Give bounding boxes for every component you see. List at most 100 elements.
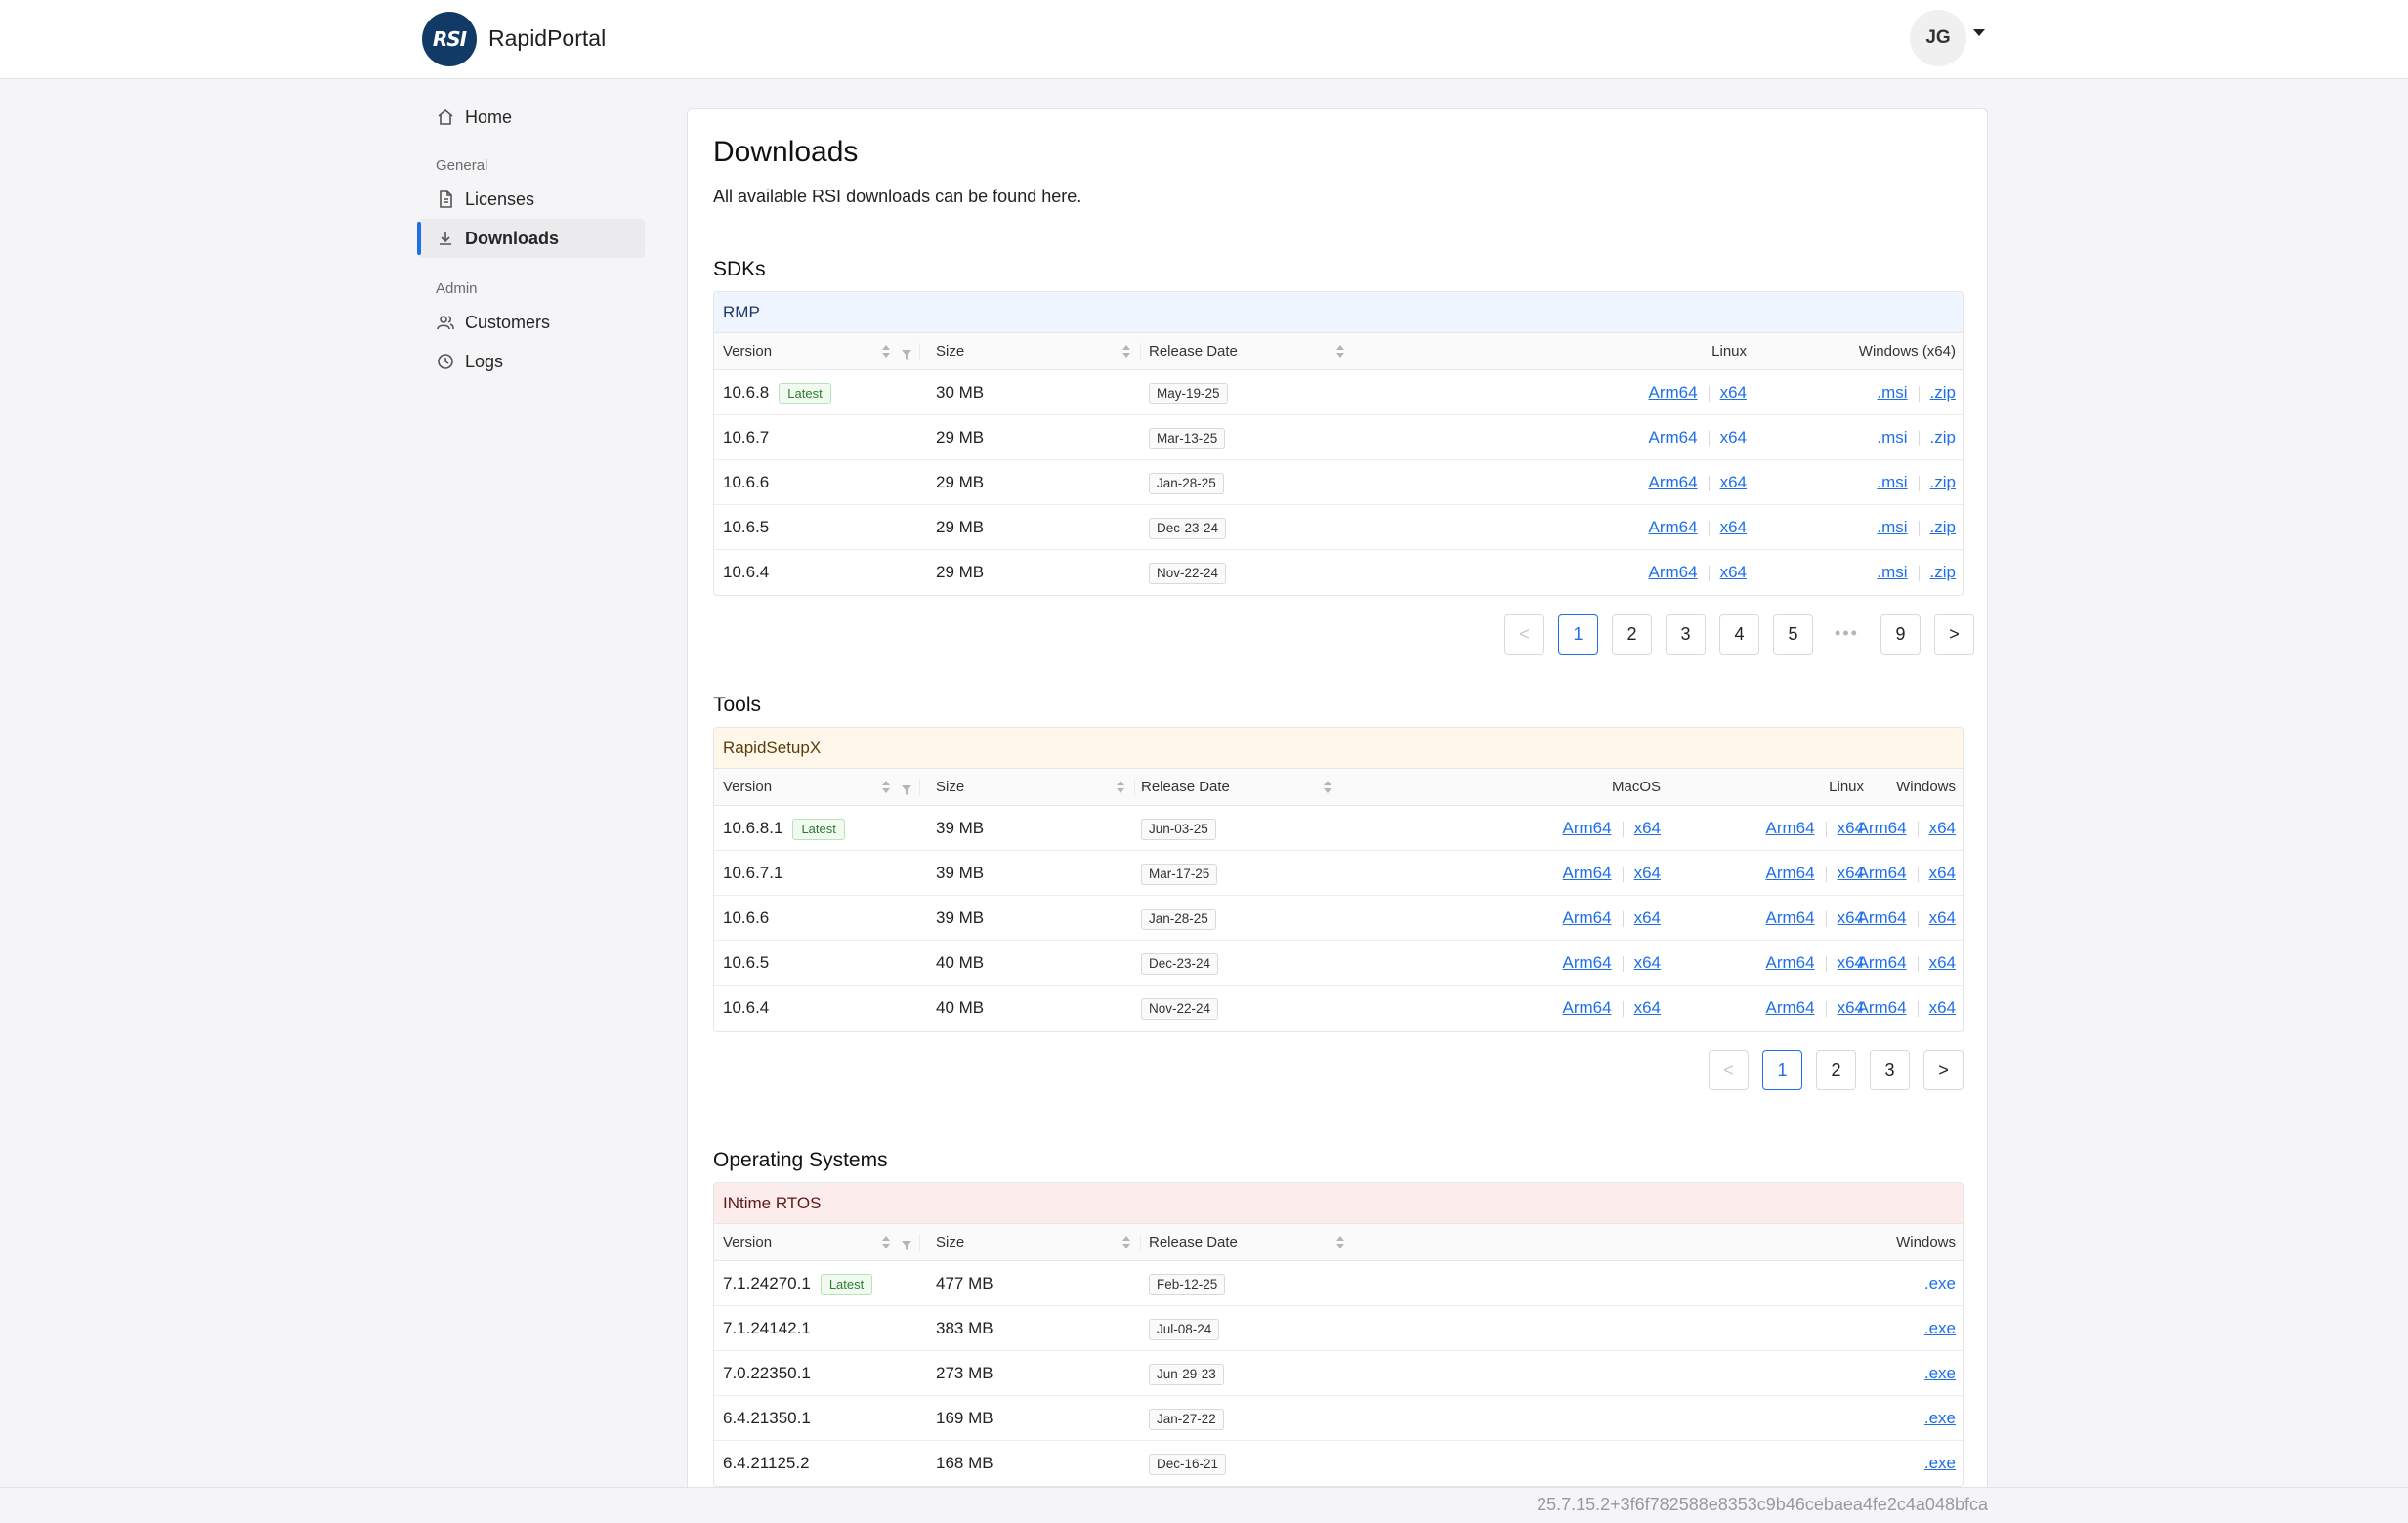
download-linux-x64-link[interactable]: x64: [1837, 998, 1864, 1017]
download-macos-x64-link[interactable]: x64: [1633, 998, 1661, 1017]
sort-icon[interactable]: [1336, 345, 1344, 359]
download-msi-link[interactable]: .msi: [1877, 428, 1908, 446]
col-size[interactable]: Size: [936, 1234, 965, 1250]
download-linux-x64-link[interactable]: x64: [1719, 383, 1747, 402]
download-zip-link[interactable]: .zip: [1929, 518, 1956, 536]
download-linux-x64-link[interactable]: x64: [1837, 864, 1864, 882]
download-linux-x64-link[interactable]: x64: [1719, 473, 1747, 491]
col-version[interactable]: Version: [723, 343, 773, 360]
download-exe-link[interactable]: .exe: [1923, 1274, 1956, 1292]
download-zip-link[interactable]: .zip: [1929, 563, 1956, 581]
user-avatar[interactable]: JG: [1910, 10, 1966, 66]
sort-icon[interactable]: [1122, 345, 1130, 359]
sort-icon[interactable]: [1122, 1236, 1130, 1249]
download-windows-x64-link[interactable]: x64: [1928, 864, 1956, 882]
download-exe-link[interactable]: .exe: [1923, 1319, 1956, 1337]
sidebar-item-label: Customers: [465, 312, 551, 332]
col-release-date[interactable]: Release Date: [1149, 1234, 1238, 1250]
download-linux-x64-link[interactable]: x64: [1837, 819, 1864, 837]
download-linux-arm64-link[interactable]: Arm64: [1765, 864, 1815, 882]
sort-icon[interactable]: [882, 345, 890, 359]
filter-icon[interactable]: [902, 783, 911, 795]
col-version[interactable]: Version: [723, 1234, 773, 1250]
download-msi-link[interactable]: .msi: [1877, 518, 1908, 536]
download-msi-link[interactable]: .msi: [1877, 383, 1908, 402]
download-linux-arm64-link[interactable]: Arm64: [1765, 819, 1815, 837]
pagination-ellipsis[interactable]: •••: [1835, 623, 1859, 643]
download-linux-arm64-link[interactable]: Arm64: [1648, 428, 1698, 446]
download-linux-x64-link[interactable]: x64: [1719, 563, 1747, 581]
download-zip-link[interactable]: .zip: [1929, 383, 1956, 402]
filter-icon[interactable]: [902, 347, 911, 360]
col-release-date[interactable]: Release Date: [1141, 779, 1230, 795]
pagination-page-button[interactable]: 4: [1719, 614, 1759, 655]
download-linux-arm64-link[interactable]: Arm64: [1648, 473, 1698, 491]
download-linux-arm64-link[interactable]: Arm64: [1765, 998, 1815, 1017]
download-windows-arm64-link[interactable]: Arm64: [1857, 909, 1907, 927]
download-windows-x64-link[interactable]: x64: [1928, 953, 1956, 972]
sidebar-item-customers[interactable]: Customers: [418, 303, 645, 342]
download-macos-arm64-link[interactable]: Arm64: [1562, 864, 1612, 882]
download-linux-x64-link[interactable]: x64: [1837, 909, 1864, 927]
download-msi-link[interactable]: .msi: [1877, 473, 1908, 491]
download-linux-arm64-link[interactable]: Arm64: [1648, 383, 1698, 402]
pagination-page-button[interactable]: 1: [1762, 1050, 1802, 1090]
download-macos-arm64-link[interactable]: Arm64: [1562, 998, 1612, 1017]
download-linux-x64-link[interactable]: x64: [1837, 953, 1864, 972]
date-tag: Jul-08-24: [1149, 1318, 1220, 1340]
download-windows-x64-link[interactable]: x64: [1928, 998, 1956, 1017]
download-macos-x64-link[interactable]: x64: [1633, 819, 1661, 837]
pagination-prev-button[interactable]: <: [1709, 1050, 1749, 1090]
download-macos-x64-link[interactable]: x64: [1633, 953, 1661, 972]
pagination-next-button[interactable]: >: [1923, 1050, 1964, 1090]
download-linux-arm64-link[interactable]: Arm64: [1765, 909, 1815, 927]
sidebar-item-downloads[interactable]: Downloads: [417, 219, 645, 258]
download-exe-link[interactable]: .exe: [1923, 1454, 1956, 1472]
download-windows-arm64-link[interactable]: Arm64: [1857, 864, 1907, 882]
download-linux-x64-link[interactable]: x64: [1719, 518, 1747, 536]
download-exe-link[interactable]: .exe: [1923, 1409, 1956, 1427]
download-linux-arm64-link[interactable]: Arm64: [1648, 563, 1698, 581]
sort-icon[interactable]: [1117, 781, 1124, 794]
col-version[interactable]: Version: [723, 779, 773, 795]
pagination-page-button[interactable]: 5: [1773, 614, 1813, 655]
pagination-page-button[interactable]: 2: [1612, 614, 1652, 655]
download-linux-arm64-link[interactable]: Arm64: [1765, 953, 1815, 972]
pagination-page-button[interactable]: 1: [1558, 614, 1598, 655]
download-macos-arm64-link[interactable]: Arm64: [1562, 909, 1612, 927]
col-release-date[interactable]: Release Date: [1149, 343, 1238, 360]
download-macos-arm64-link[interactable]: Arm64: [1562, 819, 1612, 837]
sidebar-item-licenses[interactable]: Licenses: [418, 180, 645, 219]
download-windows-arm64-link[interactable]: Arm64: [1857, 998, 1907, 1017]
col-size[interactable]: Size: [936, 779, 965, 795]
download-msi-link[interactable]: .msi: [1877, 563, 1908, 581]
download-zip-link[interactable]: .zip: [1929, 428, 1956, 446]
download-windows-x64-link[interactable]: x64: [1928, 819, 1956, 837]
download-windows-arm64-link[interactable]: Arm64: [1857, 953, 1907, 972]
download-macos-arm64-link[interactable]: Arm64: [1562, 953, 1612, 972]
download-windows-arm64-link[interactable]: Arm64: [1857, 819, 1907, 837]
pagination-next-button[interactable]: >: [1934, 614, 1974, 655]
pagination-page-button[interactable]: 2: [1816, 1050, 1856, 1090]
sidebar-item-logs[interactable]: Logs: [418, 342, 645, 381]
download-macos-x64-link[interactable]: x64: [1633, 909, 1661, 927]
download-windows-x64-link[interactable]: x64: [1928, 909, 1956, 927]
download-linux-x64-link[interactable]: x64: [1719, 428, 1747, 446]
pagination-page-button[interactable]: 3: [1870, 1050, 1910, 1090]
sort-icon[interactable]: [1324, 781, 1331, 794]
sidebar-item-home[interactable]: Home: [418, 98, 645, 137]
col-size[interactable]: Size: [936, 343, 965, 360]
download-linux-arm64-link[interactable]: Arm64: [1648, 518, 1698, 536]
sort-icon[interactable]: [882, 1236, 890, 1249]
rsi-logo[interactable]: RSI: [422, 12, 477, 66]
download-exe-link[interactable]: .exe: [1923, 1364, 1956, 1382]
sort-icon[interactable]: [882, 781, 890, 794]
caret-down-icon[interactable]: [1973, 29, 1985, 36]
download-macos-x64-link[interactable]: x64: [1633, 864, 1661, 882]
sort-icon[interactable]: [1336, 1236, 1344, 1249]
filter-icon[interactable]: [902, 1238, 911, 1250]
pagination-prev-button[interactable]: <: [1504, 614, 1544, 655]
pagination-page-button[interactable]: 3: [1666, 614, 1706, 655]
pagination-page-button[interactable]: 9: [1880, 614, 1921, 655]
download-zip-link[interactable]: .zip: [1929, 473, 1956, 491]
